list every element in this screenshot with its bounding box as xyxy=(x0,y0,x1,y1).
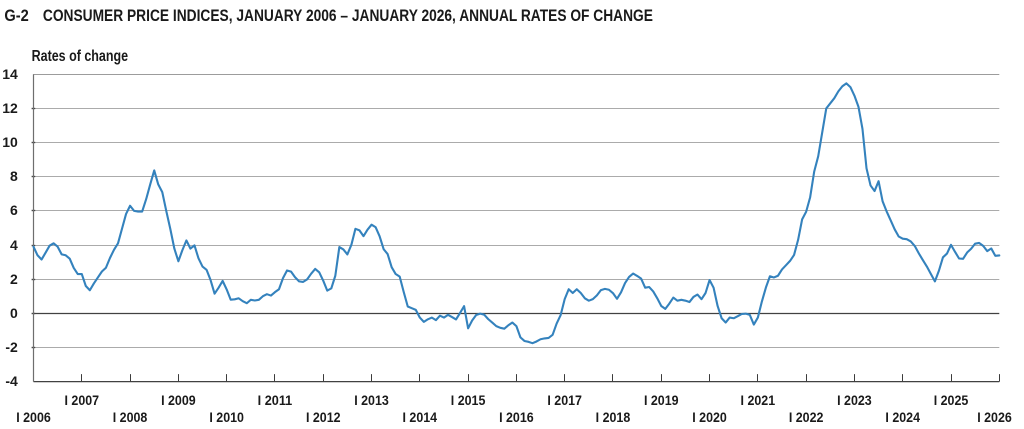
svg-text:I 2020: I 2020 xyxy=(692,409,727,425)
svg-text:I 2025: I 2025 xyxy=(934,392,969,408)
svg-text:I 2015: I 2015 xyxy=(451,392,486,408)
svg-text:I 2006: I 2006 xyxy=(16,409,51,425)
svg-text:I 2008: I 2008 xyxy=(113,409,148,425)
svg-text:-4: -4 xyxy=(5,373,18,389)
svg-text:-2: -2 xyxy=(5,339,18,355)
svg-text:10: 10 xyxy=(2,134,18,150)
svg-text:I 2011: I 2011 xyxy=(258,392,293,408)
svg-text:I 2016: I 2016 xyxy=(499,409,534,425)
svg-text:I 2014: I 2014 xyxy=(403,409,438,425)
svg-text:4: 4 xyxy=(10,237,18,253)
svg-text:8: 8 xyxy=(10,168,18,184)
svg-text:Rates of change: Rates of change xyxy=(32,48,129,65)
svg-text:I 2026: I 2026 xyxy=(977,409,1012,425)
svg-text:G-2: G-2 xyxy=(4,6,28,25)
svg-text:I 2009: I 2009 xyxy=(161,392,196,408)
svg-text:I 2023: I 2023 xyxy=(837,392,872,408)
svg-text:I 2017: I 2017 xyxy=(547,392,582,408)
svg-text:I 2007: I 2007 xyxy=(64,392,99,408)
svg-text:6: 6 xyxy=(10,202,18,218)
svg-text:I 2022: I 2022 xyxy=(789,409,824,425)
svg-text:0: 0 xyxy=(10,305,18,321)
svg-text:12: 12 xyxy=(2,100,18,116)
svg-text:2: 2 xyxy=(10,271,18,287)
svg-text:CONSUMER PRICE INDICES, JANUAR: CONSUMER PRICE INDICES, JANUARY 2006 – J… xyxy=(43,6,653,25)
svg-text:14: 14 xyxy=(2,66,18,82)
svg-text:I 2018: I 2018 xyxy=(596,409,631,425)
svg-text:I 2012: I 2012 xyxy=(306,409,341,425)
svg-text:I 2019: I 2019 xyxy=(644,392,679,408)
svg-text:I 2010: I 2010 xyxy=(209,409,244,425)
svg-text:I 2013: I 2013 xyxy=(354,392,389,408)
svg-text:I 2021: I 2021 xyxy=(741,392,776,408)
svg-text:I 2024: I 2024 xyxy=(885,409,920,425)
